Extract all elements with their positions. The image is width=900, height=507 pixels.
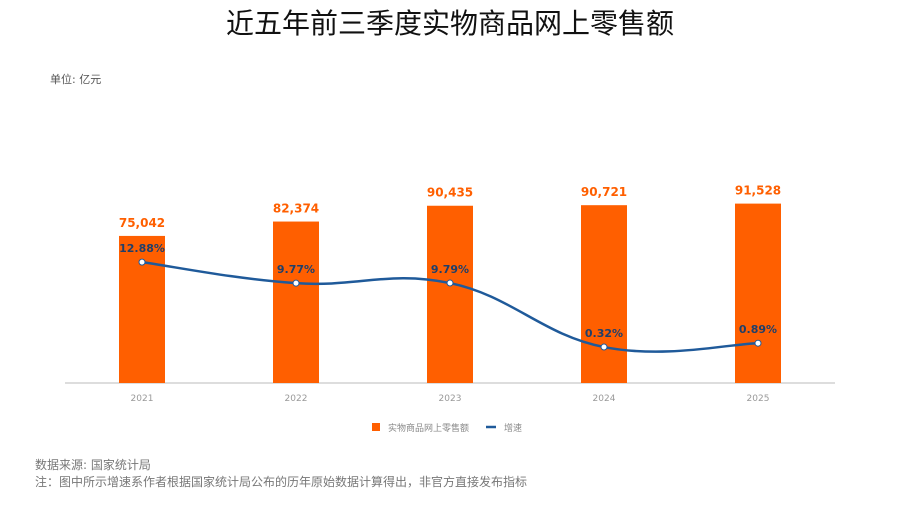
bar-label-2021: 75,042: [119, 216, 165, 230]
bar-2021: [119, 235, 165, 383]
bar-label-2025: 91,528: [735, 184, 781, 198]
growth-point-2024: [600, 343, 608, 351]
legend-bar-swatch: [372, 423, 380, 431]
bar-2022: [273, 221, 319, 383]
data-source: 数据来源: 国家统计局: [35, 458, 151, 472]
growth-point-2022: [292, 279, 300, 287]
legend-line-label: 增速: [504, 422, 522, 434]
x-tick-2025: 2025: [747, 394, 770, 404]
x-tick-2024: 2024: [593, 394, 616, 404]
legend-bar-label: 实物商品网上零售额: [388, 422, 469, 434]
footnote: 注：图中所示增速系作者根据国家统计局公布的历年原始数据计算得出，非官方直接发布指…: [35, 475, 528, 489]
growth-label-2025: 0.89%: [739, 323, 777, 336]
bar-label-2023: 90,435: [427, 186, 473, 200]
bar-label-2024: 90,721: [581, 185, 627, 199]
bar-2024: [581, 205, 627, 383]
growth-point-2025: [754, 339, 762, 347]
chart-title: 近五年前三季度实物商品网上零售额: [225, 7, 674, 40]
unit-label: 单位: 亿元: [50, 73, 102, 86]
growth-label-2022: 9.77%: [277, 263, 315, 276]
bar-2023: [427, 205, 473, 383]
bar-2025: [735, 203, 781, 383]
x-tick-2023: 2023: [439, 394, 462, 404]
x-tick-2022: 2022: [285, 394, 308, 404]
growth-point-2023: [446, 279, 454, 287]
growth-label-2024: 0.32%: [585, 327, 623, 340]
growth-label-2023: 9.79%: [431, 263, 469, 276]
growth-label-2021: 12.88%: [119, 242, 165, 255]
x-tick-2021: 2021: [131, 394, 154, 404]
bar-label-2022: 82,374: [273, 202, 319, 216]
growth-point-2021: [138, 258, 146, 266]
